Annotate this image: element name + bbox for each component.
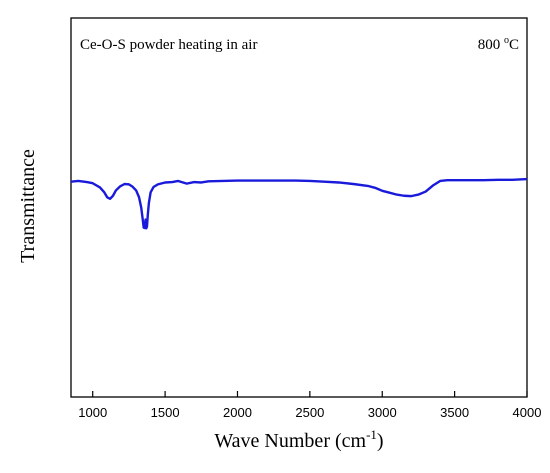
temperature-unit: C — [509, 37, 519, 53]
temperature-value: 800 — [478, 37, 501, 53]
x-tick-label: 4000 — [513, 405, 542, 420]
x-axis-label: Wave Number (cm-1) — [214, 427, 383, 452]
annotation-sample: Ce-O-S powder heating in air — [80, 37, 257, 53]
x-tick-label: 3500 — [440, 405, 469, 420]
x-axis-label-close: ) — [377, 430, 384, 452]
x-tick-label: 1500 — [151, 405, 180, 420]
x-tick-label: 1000 — [78, 405, 107, 420]
x-axis-label-main: Wave Number (cm — [214, 430, 366, 452]
x-ticks — [92, 391, 528, 397]
x-tick-label: 3000 — [368, 405, 397, 420]
spectrum-line — [70, 177, 528, 230]
x-tick-label: 2000 — [223, 405, 252, 420]
x-tick-label: 2500 — [295, 405, 324, 420]
annotation-temperature: 800 oC — [478, 35, 519, 53]
degree-symbol: o — [504, 35, 509, 46]
x-axis-label-sup: -1 — [366, 427, 377, 442]
y-axis-label: Transmittance — [17, 149, 39, 263]
plot-frame — [70, 17, 528, 398]
x-tick-labels: 1000 1500 2000 2500 3000 3500 4000 — [78, 405, 541, 420]
